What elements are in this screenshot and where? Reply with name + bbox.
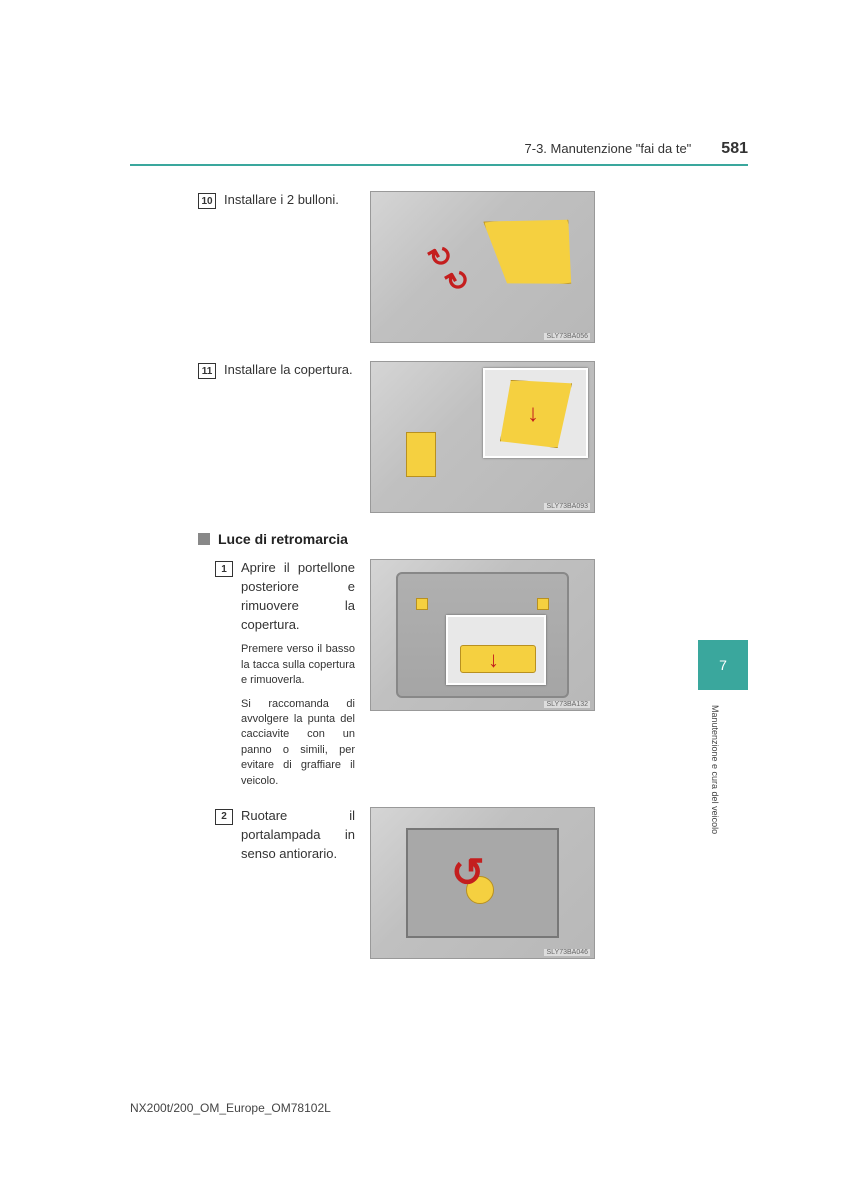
instruction-image: ↓ SLY73BA132 [370,559,595,711]
page-number: 581 [721,140,748,158]
step-number-box: 11 [198,363,216,379]
manual-page: 7-3. Manutenzione "fai da te" 581 10 Ins… [0,0,848,1200]
chapter-number: 7 [719,657,727,673]
down-arrow-icon: ↓ [527,400,539,428]
step-subtext: Premere verso il basso la tacca sulla co… [241,642,355,688]
rotation-arrow-icon: ↺ [451,850,485,896]
step-number-box: 2 [215,809,233,825]
step-row: 2 Ruotare il portalampada in senso antio… [130,807,748,959]
step-subtext: Si raccomanda di avvolgere la punta del … [241,697,355,789]
step-text: Installare la copertura. [224,361,353,513]
step-text: Aprire il portellone posteriore e rimuov… [241,559,355,634]
instruction-image: ↺ SLY73BA046 [370,807,595,959]
square-bullet-icon [198,533,210,545]
step-content: 2 Ruotare il portalampada in senso antio… [130,807,355,959]
step-row: 1 Aprire il portellone posteriore e rimu… [130,559,748,789]
instruction-image: ↻ ↻ SLY73BA056 [370,191,595,343]
step-content: 1 Aprire il portellone posteriore e rimu… [130,559,355,789]
chapter-tab: 7 [698,640,748,690]
step-row: 11 Installare la copertura. ↓ SLY73BA093 [130,361,748,513]
header-divider [130,164,748,166]
image-code: SLY73BA046 [544,949,590,956]
step-content: 10 Installare i 2 bulloni. [130,191,355,343]
subsection-title: Luce di retromarcia [218,531,348,547]
page-header: 7-3. Manutenzione "fai da te" 581 [130,140,748,158]
step-text: Installare i 2 bulloni. [224,191,339,343]
image-code: SLY73BA056 [544,333,590,340]
step-row: 10 Installare i 2 bulloni. ↻ ↻ SLY73BA05… [130,191,748,343]
chapter-label: Manutenzione e cura del veicolo [710,705,720,834]
image-code: SLY73BA132 [544,701,590,708]
step-number-box: 1 [215,561,233,577]
document-footer: NX200t/200_OM_Europe_OM78102L [130,1101,331,1115]
down-arrow-icon: ↓ [488,647,499,673]
image-code: SLY73BA093 [544,503,590,510]
instruction-image: ↓ SLY73BA093 [370,361,595,513]
step-text: Ruotare il portalampada in senso antiora… [241,807,355,959]
section-label: 7-3. Manutenzione "fai da te" [525,141,692,156]
step-number-box: 10 [198,193,216,209]
subsection-header: Luce di retromarcia [198,531,748,547]
step-content: 11 Installare la copertura. [130,361,355,513]
